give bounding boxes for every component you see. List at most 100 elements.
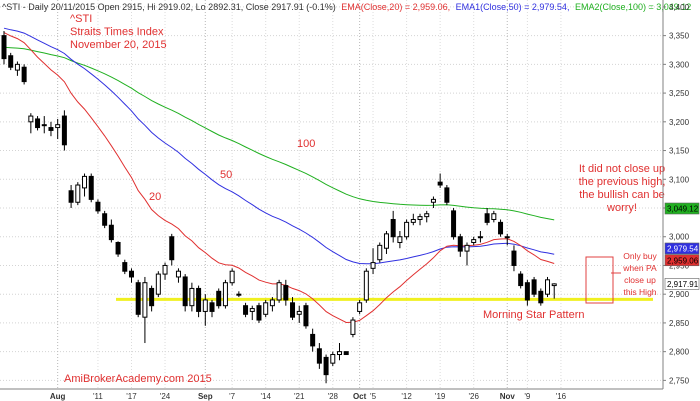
candle-body — [484, 213, 490, 223]
candle — [303, 302, 309, 329]
y-tick-label: 2,800 — [669, 348, 690, 357]
candle-body — [545, 279, 551, 295]
candle-body — [316, 348, 322, 364]
note-line-1: It did not close up — [579, 163, 665, 175]
y-tick-label: 2,850 — [669, 319, 690, 328]
x-tick-label: '11 — [93, 392, 103, 401]
y-tick-label: 3,100 — [669, 175, 690, 184]
candle-body — [222, 282, 228, 307]
candle-body — [35, 118, 41, 129]
candle-body — [357, 302, 363, 312]
candle-body — [417, 216, 423, 220]
candle-body — [551, 283, 557, 287]
candle — [222, 279, 228, 309]
candle-body — [1, 35, 7, 60]
candle — [457, 233, 463, 257]
candle-body — [538, 290, 544, 304]
buy-note: Only buy when PA close up this High — [622, 251, 657, 297]
candle-body — [276, 282, 282, 301]
y-tick-label: 3,250 — [669, 89, 690, 98]
ema100-label: 100 — [297, 138, 315, 150]
candle-body — [464, 244, 470, 252]
candle — [545, 276, 551, 298]
candle-body — [75, 184, 81, 203]
title-line-2: Straits Times Index — [70, 26, 164, 38]
candle — [135, 279, 141, 318]
buy-line-3: close up — [624, 275, 656, 285]
candle — [1, 31, 7, 65]
candle-body — [370, 262, 376, 269]
y-tick-label: 3,400 — [669, 3, 690, 12]
candle-body — [8, 55, 14, 68]
title-line-1: ^STI — [70, 13, 92, 25]
candle-body — [182, 276, 188, 307]
candle — [88, 173, 94, 203]
candle — [343, 351, 349, 356]
candle — [149, 285, 155, 312]
candle — [128, 268, 134, 283]
candle-body — [363, 270, 369, 301]
candle-body — [28, 115, 34, 123]
candle-body — [444, 187, 450, 203]
candle — [169, 233, 175, 266]
candle-body — [390, 218, 396, 238]
candle-body — [397, 236, 403, 243]
candle — [102, 210, 108, 229]
candle — [410, 213, 416, 226]
price-label-text: 2,959.06 — [667, 256, 699, 265]
candle — [209, 299, 215, 318]
candle-body — [216, 290, 222, 307]
candle — [41, 116, 47, 134]
candle — [337, 343, 342, 361]
candle — [484, 208, 490, 226]
candle — [471, 236, 477, 246]
candle-body — [102, 213, 108, 226]
candle — [189, 282, 195, 312]
candle-body — [229, 270, 235, 284]
candle — [229, 268, 235, 286]
candle — [551, 283, 557, 299]
candle-body — [504, 236, 510, 239]
candle-body — [377, 244, 383, 261]
candle — [48, 121, 54, 137]
candle — [330, 351, 336, 367]
candle — [404, 219, 410, 240]
price-label-text: 2,917.91 — [667, 280, 699, 289]
candle — [444, 185, 450, 206]
y-tick-label: 3,200 — [669, 118, 690, 127]
candle — [68, 185, 74, 209]
ema100-price-label: 3,049.12 — [664, 202, 700, 215]
candle-body — [128, 270, 134, 278]
candle-body — [108, 224, 114, 241]
candle — [95, 199, 101, 214]
y-tick-label: 3,000 — [669, 233, 690, 242]
candle-body — [243, 305, 249, 315]
candle — [216, 288, 222, 309]
candle-body — [236, 293, 242, 296]
candle — [477, 230, 483, 243]
ema50-price-label: 2,979.54 — [664, 242, 700, 255]
price-label-box — [664, 242, 700, 255]
candle — [290, 297, 296, 321]
candle — [316, 343, 322, 369]
y-tick-label: 2,750 — [669, 376, 690, 385]
price-labels: 3,049.12 2,979.54 2,959.06 2,917.91 — [664, 202, 700, 290]
close-price-label: 2,917.91 — [664, 278, 700, 290]
grid — [0, 0, 663, 389]
candle — [357, 299, 363, 315]
candle — [323, 354, 329, 384]
candle — [491, 210, 497, 223]
x-tick-label: '12 — [401, 392, 412, 401]
candle — [531, 276, 537, 298]
y-tick-label: 3,350 — [669, 32, 690, 41]
candle-body — [269, 299, 275, 307]
candle-body — [95, 201, 101, 212]
candle-body — [524, 282, 530, 301]
candle — [518, 271, 524, 289]
x-tick-label: '26 — [468, 392, 479, 401]
candle — [498, 219, 504, 237]
warning-note: It did not close up the previous high, t… — [579, 163, 666, 214]
y-tick-label: 3,150 — [669, 147, 690, 156]
x-tick-label: Aug — [50, 392, 66, 401]
